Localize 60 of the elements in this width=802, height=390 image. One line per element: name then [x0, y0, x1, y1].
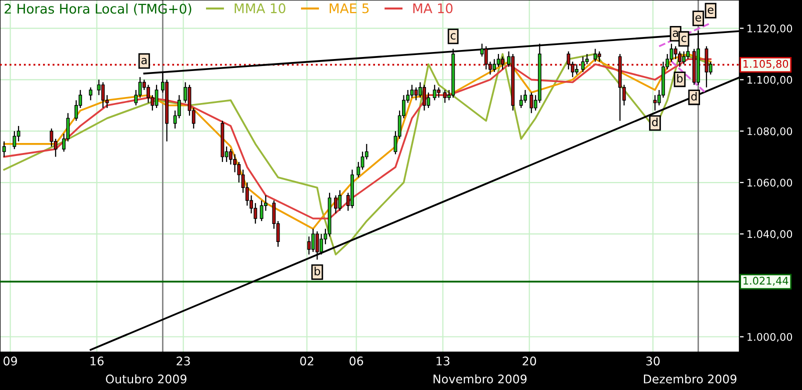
- candlestick: [594, 48, 597, 62]
- ref-line-label: 1.105,80: [744, 60, 788, 69]
- x-tick-label: 06: [350, 356, 364, 366]
- ref-line-label: 1.021,44: [744, 276, 788, 286]
- legend-label: MAE 5: [330, 3, 369, 14]
- x-tick-label: 16: [90, 356, 104, 366]
- candlestick: [432, 84, 436, 101]
- candlestick: [598, 50, 602, 62]
- x-tick-label: 13: [436, 356, 450, 366]
- annotation: a: [672, 30, 678, 37]
- x-tick-label: 20: [522, 356, 536, 366]
- annotation: d: [691, 92, 697, 101]
- candlestick: [338, 190, 342, 212]
- candlestick: [315, 230, 319, 260]
- x-tick-label: 09: [4, 356, 17, 366]
- candlestick: [581, 56, 585, 73]
- y-tick-label: 1.100,00: [748, 76, 792, 85]
- candlestick: [2, 140, 6, 158]
- candlestick: [320, 233, 324, 256]
- candlestick: [233, 154, 237, 173]
- candlestick: [88, 86, 92, 101]
- candlestick: [228, 148, 232, 166]
- annotation: d: [652, 118, 658, 126]
- candlestick: [524, 89, 527, 104]
- candlestick: [678, 50, 682, 68]
- x-tick-label: 23: [176, 356, 190, 366]
- annotation: c: [681, 36, 686, 42]
- legend-label: MMA 10: [234, 3, 286, 14]
- annotation: e: [708, 7, 714, 14]
- chart-title: 2 Horas Hora Local (TMG+0): [4, 4, 192, 16]
- candlestick: [500, 56, 504, 70]
- y-tick-label: 1.040,00: [748, 230, 792, 240]
- x-tick-label: 30: [646, 356, 660, 366]
- candlestick: [311, 228, 315, 252]
- annotation: c: [450, 33, 456, 40]
- y-tick-label: 1.120,00: [748, 24, 792, 34]
- annotation: b: [314, 266, 320, 276]
- candlestick: [682, 50, 686, 65]
- x2-tick-label: Dezembro 2009: [644, 374, 736, 384]
- annotation: a: [141, 58, 147, 64]
- candlestick: [492, 58, 496, 73]
- candlestick: [334, 194, 338, 214]
- y-tick-label: 1.000,00: [748, 332, 792, 342]
- candlestick: [12, 130, 16, 150]
- candlestick: [437, 86, 440, 98]
- x2-tick-label: Outubro 2009: [106, 374, 186, 384]
- candlestick: [414, 86, 418, 101]
- x-tick-label: 02: [300, 356, 314, 366]
- candlestick: [260, 200, 264, 222]
- y-tick-label: 1.080,00: [748, 127, 792, 136]
- candlestick: [146, 84, 150, 104]
- annotation: b: [677, 74, 683, 83]
- candlestick: [530, 92, 534, 114]
- candlestick: [575, 64, 578, 76]
- candlestick: [422, 84, 426, 112]
- legend-label: MA 10: [413, 3, 453, 14]
- x2-tick-label: Novembro 2009: [434, 374, 527, 384]
- annotation: e: [695, 15, 702, 22]
- y-tick-label: 1.060,00: [748, 178, 792, 188]
- candlestick: [443, 89, 447, 104]
